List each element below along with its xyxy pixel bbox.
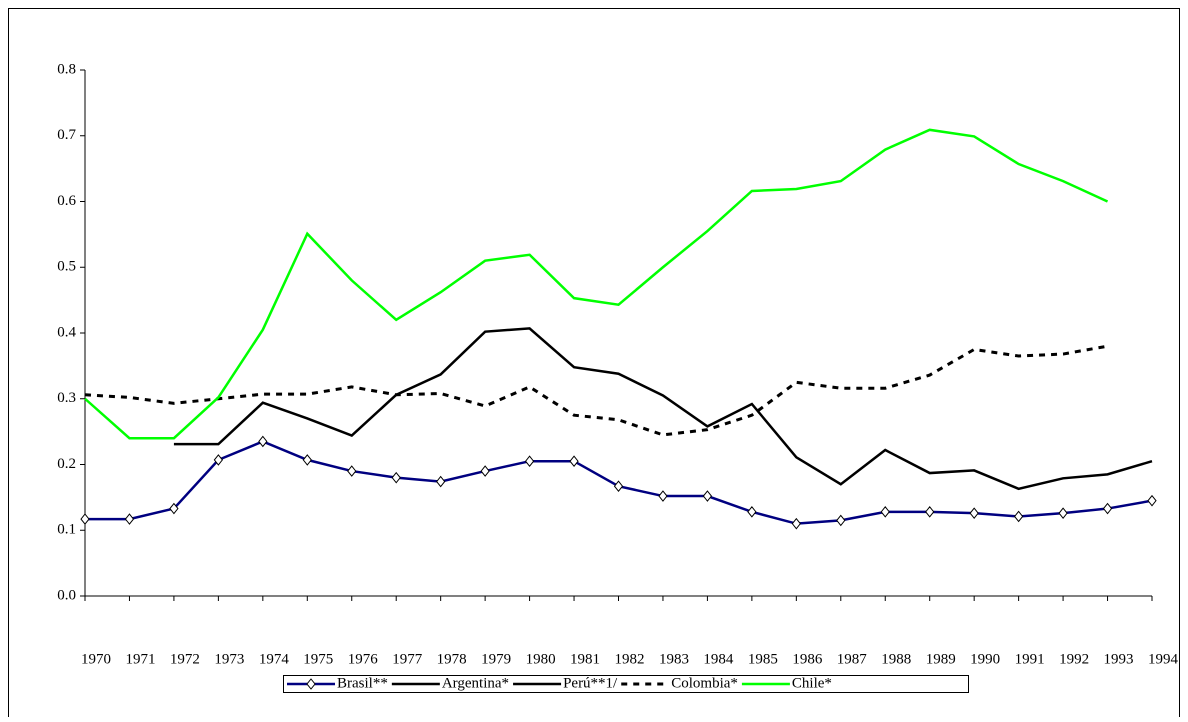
legend-label: Brasil** — [337, 675, 388, 691]
marker — [480, 465, 490, 477]
marker — [613, 480, 624, 492]
y-tick-label: 0.4 — [57, 324, 76, 340]
x-tick-label: 1989 — [926, 651, 956, 667]
x-tick-label: 1975 — [303, 651, 333, 667]
x-tick-label: 1972 — [170, 651, 200, 667]
x-tick-label: 1978 — [437, 651, 467, 667]
marker — [925, 506, 935, 518]
marker — [124, 513, 135, 525]
marker — [1102, 502, 1113, 515]
y-tick-label: 0.1 — [57, 522, 76, 538]
x-tick-label: 1979 — [481, 651, 511, 667]
x-tick-label: 1982 — [615, 651, 645, 667]
marker — [969, 507, 979, 519]
marker — [747, 506, 757, 518]
x-tick-label: 1974 — [259, 651, 290, 667]
y-tick-label: 0.3 — [57, 390, 76, 406]
x-tick-label: 1991 — [1015, 651, 1045, 667]
legend-marker — [306, 678, 316, 690]
series-line — [173, 327, 1153, 491]
marker — [524, 455, 535, 468]
marker — [436, 475, 446, 488]
marker — [1058, 507, 1068, 519]
marker — [169, 502, 179, 515]
x-tick-label: 1984 — [703, 651, 734, 667]
chart-border — [8, 8, 1180, 722]
x-tick-label: 1980 — [526, 651, 556, 667]
x-tick-label: 1987 — [837, 651, 868, 667]
y-tick-label: 0.5 — [57, 259, 76, 275]
marker — [880, 506, 890, 518]
legend-label: Chile* — [792, 675, 832, 691]
x-tick-label: 1988 — [881, 651, 911, 667]
marker — [569, 455, 579, 468]
x-tick-label: 1993 — [1104, 651, 1134, 667]
marker — [1013, 510, 1024, 523]
marker — [391, 471, 401, 484]
legend-label: Perú**1/ — [563, 675, 618, 691]
marker — [80, 513, 90, 525]
x-tick-label: 1976 — [348, 651, 379, 667]
marker — [658, 490, 668, 502]
x-tick-label: 1992 — [1059, 651, 1089, 667]
marker — [1147, 494, 1157, 507]
marker — [302, 454, 312, 466]
x-tick-label: 1986 — [792, 651, 823, 667]
y-tick-label: 0.8 — [57, 61, 76, 77]
x-tick-label: 1994 — [1148, 651, 1179, 667]
legend-label: Argentina* — [442, 675, 509, 691]
y-tick-label: 0.6 — [57, 193, 76, 209]
y-tick-label: 0.7 — [57, 127, 76, 143]
marker — [791, 517, 801, 530]
marker — [213, 454, 224, 466]
x-tick-label: 1970 — [81, 651, 111, 667]
x-tick-label: 1981 — [570, 651, 600, 667]
x-tick-label: 1971 — [125, 651, 155, 667]
x-tick-label: 1990 — [970, 651, 1000, 667]
marker — [258, 435, 268, 448]
series-line — [84, 128, 1109, 440]
x-tick-label: 1977 — [392, 651, 423, 667]
y-tick-label: 0.0 — [57, 587, 76, 603]
x-tick-label: 1985 — [748, 651, 778, 667]
marker — [347, 465, 357, 477]
x-tick-label: 1983 — [659, 651, 689, 667]
legend-label: Colombia* — [671, 675, 738, 691]
x-tick-label: 1973 — [214, 651, 244, 667]
y-tick-label: 0.2 — [57, 456, 76, 472]
marker — [702, 490, 713, 502]
series-line — [84, 344, 1108, 437]
marker — [836, 514, 846, 527]
